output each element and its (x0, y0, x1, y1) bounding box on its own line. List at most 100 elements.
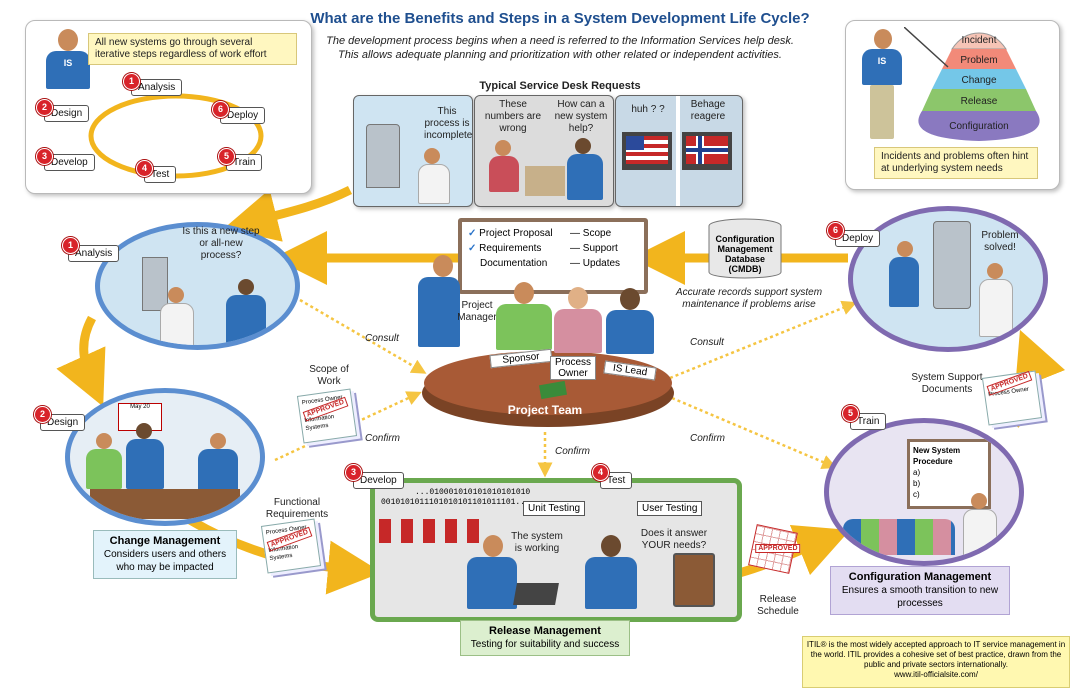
whiteboard: ✓ Project Proposal ✓ Requirements Docume… (458, 218, 648, 294)
machine-icon (366, 124, 400, 188)
chair-row (379, 519, 483, 543)
pyramid-layer-release: Release (960, 96, 998, 107)
user-body (489, 156, 519, 192)
is-person-body: IS (46, 51, 90, 89)
project-manager-label: Project Manager (457, 300, 497, 323)
service-desk-heading: Typical Service Desk Requests (479, 80, 641, 92)
system-support-documents-doc: APPROVED Process Owner (981, 370, 1043, 426)
phase-analysis: 1 Analysis (62, 237, 120, 262)
developer-head (483, 535, 503, 557)
cmdb-label: Configuration Management Database (CMDB) (715, 234, 775, 274)
deploy-person2-body (979, 279, 1013, 337)
us-flag-monitor-icon (622, 132, 672, 170)
whiteboard-right-list: — Scope — Support — Updates (570, 226, 620, 271)
binary-line-1: ...010001010101010101010 (415, 488, 531, 497)
role-card-process-owner: Process Owner (550, 356, 596, 380)
user-head (495, 140, 511, 156)
trainee-row (843, 519, 955, 555)
itil-pyramid-icon (904, 27, 1040, 141)
develop-bubble: The system is working (511, 531, 563, 554)
whiteboard-item-scope: — Scope (570, 228, 612, 239)
lifecycle-step-test: 4 Test (136, 160, 177, 183)
configuration-management-box: Configuration Management Ensures a smoot… (830, 566, 1010, 615)
trainer-head (971, 493, 987, 509)
analysis-person2-body (226, 295, 266, 345)
pyramid-person-legs (870, 85, 894, 139)
phase-train: 5 Train (842, 405, 887, 430)
database-icon (708, 218, 782, 279)
service-desk-panel-3: huh ? ? Behage reagere (615, 95, 743, 207)
checkmark-icon: ✓ (468, 228, 477, 239)
whiteboard-item-proposal: ✓ Project Proposal (468, 228, 553, 239)
pyramid-note: Incidents and problems often hint at und… (874, 147, 1038, 179)
analysis-person2-head (238, 279, 254, 295)
deploy-person2-head (987, 263, 1003, 279)
analysis-bubble: Is this a new step or all-new process? (182, 226, 260, 261)
design-person1-body (86, 449, 122, 489)
release-schedule-calendar-icon: APPROVED (748, 524, 801, 574)
phase-deploy: 6 Deploy (827, 222, 881, 247)
norway-flag-monitor-icon (682, 132, 732, 170)
is-person-head (58, 29, 78, 51)
lifecycle-step-analysis: 1 Analysis (123, 73, 183, 96)
process-owner-body (554, 309, 602, 353)
analysis-machine-icon (142, 257, 168, 311)
pyramid-person-body: IS (862, 49, 902, 85)
design-person2-body (126, 439, 164, 489)
itil-note: ITIL® is the most widely accepted approa… (802, 636, 1070, 688)
deploy-scene (848, 206, 1048, 352)
pyramid-layer-configuration: Configuration (949, 121, 1009, 132)
worker-head (424, 148, 440, 164)
user-testing-label: User Testing (637, 501, 703, 516)
release-management-box: Release Management Testing for suitabili… (460, 620, 630, 656)
project-team-label: Project Team (507, 403, 583, 417)
laptop-icon (513, 583, 559, 605)
worker-body (418, 164, 450, 204)
test-bubble: Does it answer YOUR needs? (640, 528, 708, 551)
helpdesk-head (575, 138, 591, 154)
whiteboard-item-support: — Support (570, 243, 618, 254)
lifecycle-note: All new systems go through several itera… (88, 33, 297, 65)
developer-body (467, 557, 517, 609)
whiteboard-left-list: ✓ Project Proposal ✓ Requirements Docume… (468, 226, 553, 271)
service-desk-panel-1: This process is incomplete (353, 95, 473, 207)
pyramid-layer-change: Change (961, 75, 997, 86)
deploy-person1-body (889, 257, 919, 307)
pyramid-layer-problem: Problem (960, 55, 998, 66)
service-desk-text-2b: How can a new system help? (554, 99, 608, 134)
sponsor-body (496, 304, 552, 350)
pyramid-person-head (874, 29, 892, 49)
lifecycle-step-train: 5 Train (218, 148, 263, 171)
arrow-servicedesk-to-analysis (223, 185, 353, 242)
page-subtitle: The development process begins when a ne… (326, 35, 794, 61)
is-lead-body (606, 310, 654, 354)
confirm-label-center: Confirm (555, 446, 591, 457)
tester-head (601, 535, 621, 557)
phase-develop: 3 Develop (345, 464, 404, 489)
lifecycle-step-develop: 3 Develop (36, 148, 95, 171)
develop-test-scene: ...010001010101010101010 001010101110101… (370, 478, 742, 622)
design-person3-head (210, 433, 226, 449)
phase-test: 4 Test (592, 464, 633, 489)
functional-requirements-label: Functional Requirements (265, 497, 329, 520)
design-scene: May 20 (65, 388, 265, 526)
pm-body (418, 277, 460, 347)
unit-testing-label: Unit Testing (523, 501, 586, 516)
desk-icon (525, 166, 565, 196)
lifecycle-panel: IS All new systems go through several it… (25, 20, 312, 194)
whiteboard-item-updates: — Updates (570, 258, 621, 269)
tablet-icon (673, 553, 715, 607)
change-management-box: Change Management Considers users and ot… (93, 530, 237, 579)
binary-line-2: 0010101011101010101101011101... (381, 498, 530, 507)
deploy-machine-icon (933, 221, 971, 309)
service-desk-text-3b: Behage reagere (690, 99, 726, 122)
consult-label-left: Consult (365, 333, 399, 344)
trainer-body (963, 509, 997, 557)
deploy-person1-head (897, 241, 913, 257)
whiteboard-item-documentation: Documentation (480, 258, 548, 269)
lifecycle-step-design: 2 Design (36, 99, 90, 122)
deploy-bubble: Problem solved! (981, 230, 1019, 253)
analysis-person1-body (160, 303, 194, 345)
is-lead-head (620, 288, 640, 310)
consult-label-right: Consult (690, 337, 724, 348)
